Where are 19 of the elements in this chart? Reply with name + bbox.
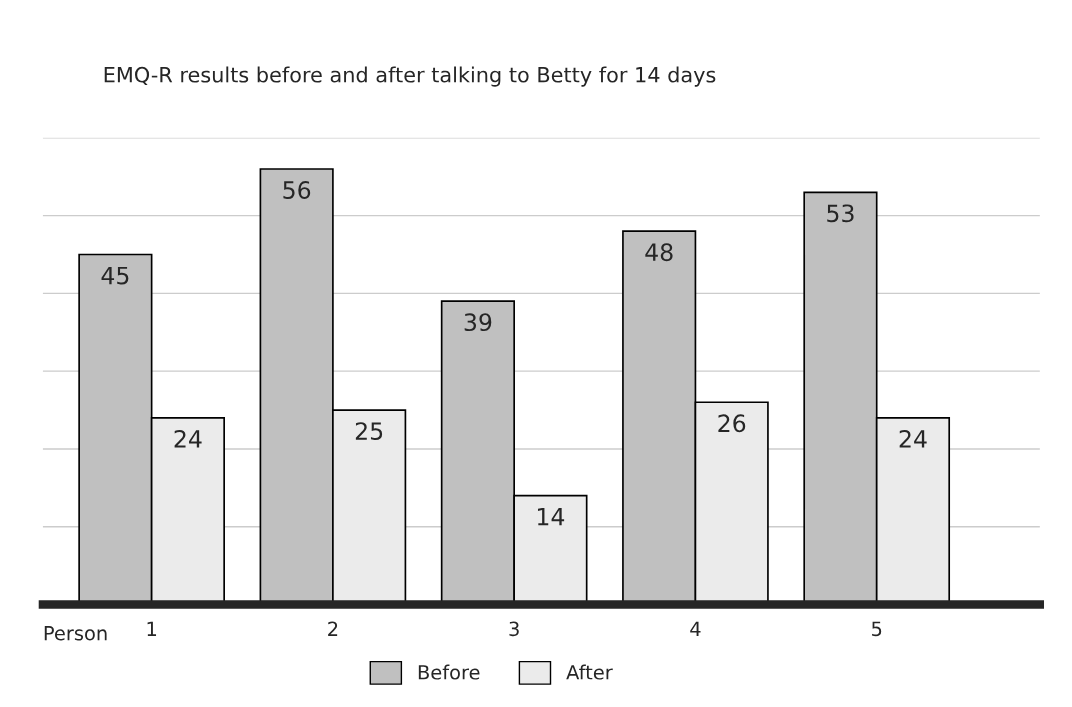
data-label: 45 — [101, 266, 129, 285]
legend-label: After — [566, 664, 613, 680]
data-label: 48 — [645, 243, 673, 262]
data-label: 53 — [827, 204, 854, 223]
data-label: 56 — [283, 181, 311, 199]
data-label: 25 — [355, 422, 383, 440]
legend-label: Before — [418, 664, 480, 680]
x-tick-label: 2 — [328, 621, 338, 636]
x-tick-label: 3 — [509, 621, 519, 637]
data-label: 14 — [537, 508, 565, 526]
data-label: 24 — [899, 429, 927, 448]
x-tick-label: 5 — [872, 621, 882, 637]
x-tick-label: 1 — [147, 621, 157, 636]
chart-title: EMQ-R results before and after talking to Betty for 14 days — [104, 66, 716, 87]
x-axis-title: Person — [44, 626, 107, 641]
data-label: 24 — [174, 429, 202, 448]
x-tick-label: 4 — [690, 621, 701, 636]
data-label: 39 — [464, 313, 492, 332]
data-label: 26 — [718, 414, 746, 433]
